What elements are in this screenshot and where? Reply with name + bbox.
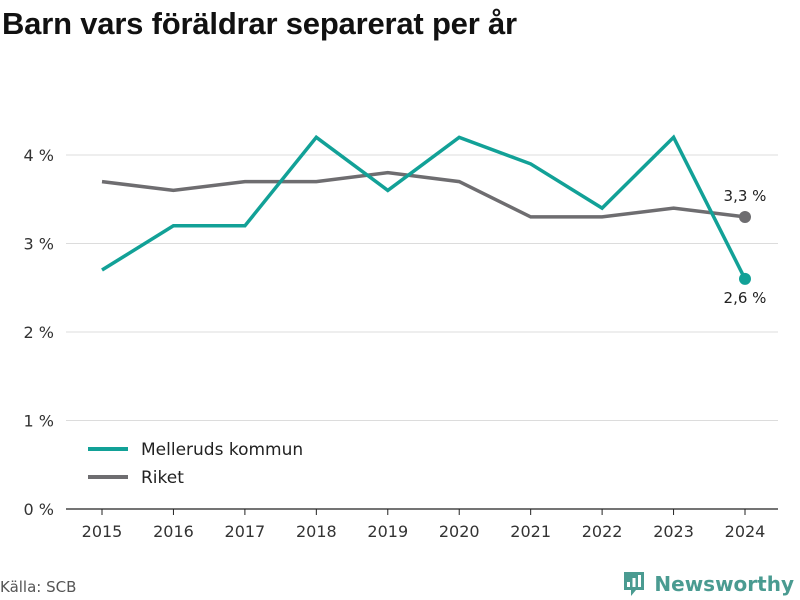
- legend-label: Riket: [141, 468, 184, 488]
- y-tick-label: 3 %: [24, 235, 54, 254]
- series-line-riket: [101, 170, 746, 219]
- y-tick-label: 0 %: [24, 500, 54, 519]
- brand-logo: Newsworthy: [622, 568, 794, 600]
- x-tick-label: 2022: [582, 522, 623, 541]
- end-value-label: 3,3 %: [724, 187, 767, 205]
- y-tick-label: 2 %: [24, 323, 54, 342]
- x-tick-label: 2018: [296, 522, 337, 541]
- x-tick-label: 2023: [653, 522, 694, 541]
- x-tick-label: 2015: [82, 522, 123, 541]
- chart-title: Barn vars föräldrar separerat per år: [2, 6, 517, 41]
- x-tick-label: 2021: [510, 522, 551, 541]
- series-line-melleruds-kommun: [101, 134, 747, 280]
- newsworthy-logo-icon: [624, 572, 645, 596]
- y-axis: 0 % 1 % 2 % 3 % 4 %: [24, 146, 54, 519]
- series-lines: [101, 134, 747, 280]
- legend-label: Melleruds kommun: [141, 440, 303, 460]
- end-value-label: 2,6 %: [724, 289, 767, 307]
- source-note: Källa: SCB: [0, 578, 77, 596]
- y-tick-label: 4 %: [24, 146, 54, 165]
- x-tick-label: 2024: [725, 522, 766, 541]
- x-tick-label: 2017: [225, 522, 266, 541]
- end-point-marker: [739, 272, 751, 285]
- legend: Melleruds kommun Riket: [88, 440, 303, 488]
- y-tick-label: 1 %: [24, 412, 54, 431]
- brand-name: Newsworthy: [654, 572, 794, 596]
- end-markers: 3,3 % 2,6 %: [724, 187, 767, 307]
- x-tick-label: 2016: [153, 522, 194, 541]
- end-point-marker: [739, 210, 751, 223]
- gridlines: [66, 154, 778, 510]
- x-tick-label: 2019: [367, 522, 408, 541]
- x-tick-label: 2020: [439, 522, 480, 541]
- x-axis: 2015 2016 2017 2018 2019 2020 2021 2022 2023 2024: [82, 509, 766, 541]
